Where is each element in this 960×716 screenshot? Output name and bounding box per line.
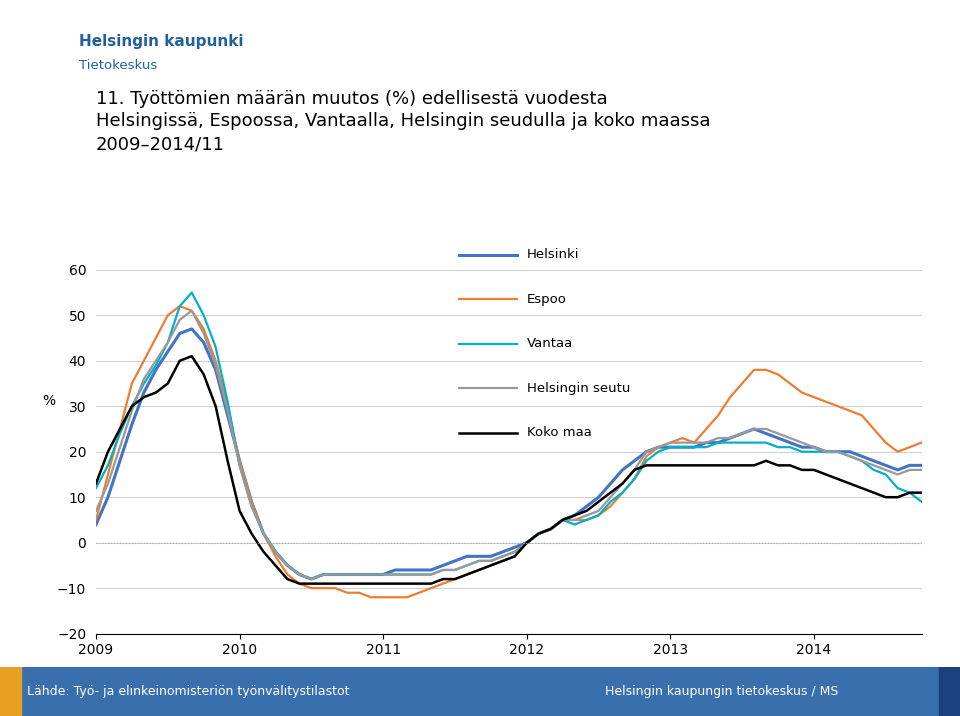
Text: Vantaa: Vantaa: [527, 337, 573, 350]
Vantaa: [461, 561, 472, 570]
Bar: [865, 1, 929, 43]
Text: Espoo: Espoo: [527, 293, 566, 306]
Koko maa: [461, 570, 472, 579]
Circle shape: [34, 22, 42, 32]
Koko maa: [820, 470, 831, 479]
Text: Tietokeskus: Tietokeskus: [79, 59, 157, 72]
Helsingin seutu: [90, 506, 102, 515]
Espoo: [294, 579, 305, 588]
Line: Vantaa: Vantaa: [96, 293, 922, 579]
Helsinki: [461, 552, 472, 561]
Text: Helsingissä, Espoossa, Vantaalla, Helsingin seudulla ja koko maassa: Helsingissä, Espoossa, Vantaalla, Helsin…: [96, 112, 710, 130]
Helsingin seutu: [186, 306, 198, 315]
Text: Koko maa: Koko maa: [527, 426, 591, 439]
Espoo: [174, 302, 185, 311]
Helsingin seutu: [305, 575, 317, 584]
Line: Koko maa: Koko maa: [96, 356, 922, 584]
Helsingin seutu: [820, 448, 831, 456]
Koko maa: [569, 511, 581, 520]
Vantaa: [186, 289, 198, 297]
Text: Helsingin seutu: Helsingin seutu: [527, 382, 631, 395]
Helsinki: [916, 461, 927, 470]
Bar: [939, 667, 960, 716]
Espoo: [820, 397, 831, 406]
Espoo: [90, 516, 102, 524]
Helsinki: [294, 570, 305, 579]
FancyBboxPatch shape: [13, 17, 62, 73]
Helsinki: [186, 324, 198, 333]
Bar: [19, 28, 57, 35]
Text: Helsinki: Helsinki: [527, 248, 580, 261]
Koko maa: [366, 579, 377, 588]
Helsinki: [569, 511, 581, 520]
Circle shape: [47, 22, 56, 32]
Bar: [15, 57, 60, 70]
Vantaa: [294, 570, 305, 579]
Espoo: [461, 570, 472, 579]
Vantaa: [916, 498, 927, 506]
Helsinki: [210, 366, 222, 374]
Helsinki: [305, 575, 317, 584]
Bar: [901, 42, 960, 67]
Koko maa: [916, 488, 927, 497]
Koko maa: [186, 352, 198, 360]
Vantaa: [366, 570, 377, 579]
Vantaa: [569, 521, 581, 529]
Vantaa: [210, 343, 222, 352]
Line: Espoo: Espoo: [96, 306, 922, 597]
Text: %: %: [42, 394, 56, 408]
Helsinki: [366, 570, 377, 579]
Text: Helsingin kaupungin tietokeskus / MS: Helsingin kaupungin tietokeskus / MS: [605, 685, 838, 698]
Espoo: [916, 438, 927, 447]
Helsingin seutu: [916, 465, 927, 474]
Espoo: [210, 357, 222, 365]
Text: 11. Työttömien määrän muutos (%) edellisestä vuodesta: 11. Työttömien määrän muutos (%) edellis…: [96, 90, 608, 107]
Text: 2009–2014/11: 2009–2014/11: [96, 135, 225, 153]
Circle shape: [20, 22, 29, 32]
Text: Lähde: Työ- ja elinkeinomisteriön työnvälitystilastot: Lähde: Työ- ja elinkeinomisteriön työnvä…: [27, 685, 349, 698]
Line: Helsinki: Helsinki: [96, 329, 922, 579]
Helsingin seutu: [569, 516, 581, 524]
Helsingin seutu: [366, 570, 377, 579]
Line: Helsingin seutu: Helsingin seutu: [96, 311, 922, 579]
Helsingin seutu: [210, 361, 222, 369]
Bar: [0, 667, 21, 716]
Ellipse shape: [21, 44, 55, 57]
Helsinki: [820, 448, 831, 456]
Koko maa: [90, 479, 102, 488]
Helsingin seutu: [461, 561, 472, 570]
Vantaa: [820, 448, 831, 456]
Helsingin seutu: [294, 570, 305, 579]
Espoo: [569, 516, 581, 524]
Koko maa: [305, 579, 317, 588]
Koko maa: [294, 579, 305, 588]
Helsinki: [90, 521, 102, 529]
Koko maa: [210, 402, 222, 410]
Espoo: [353, 589, 365, 597]
Bar: [901, 69, 960, 86]
Text: Helsingin kaupunki: Helsingin kaupunki: [79, 34, 243, 49]
Vantaa: [90, 484, 102, 493]
Vantaa: [305, 575, 317, 584]
Espoo: [366, 593, 377, 601]
